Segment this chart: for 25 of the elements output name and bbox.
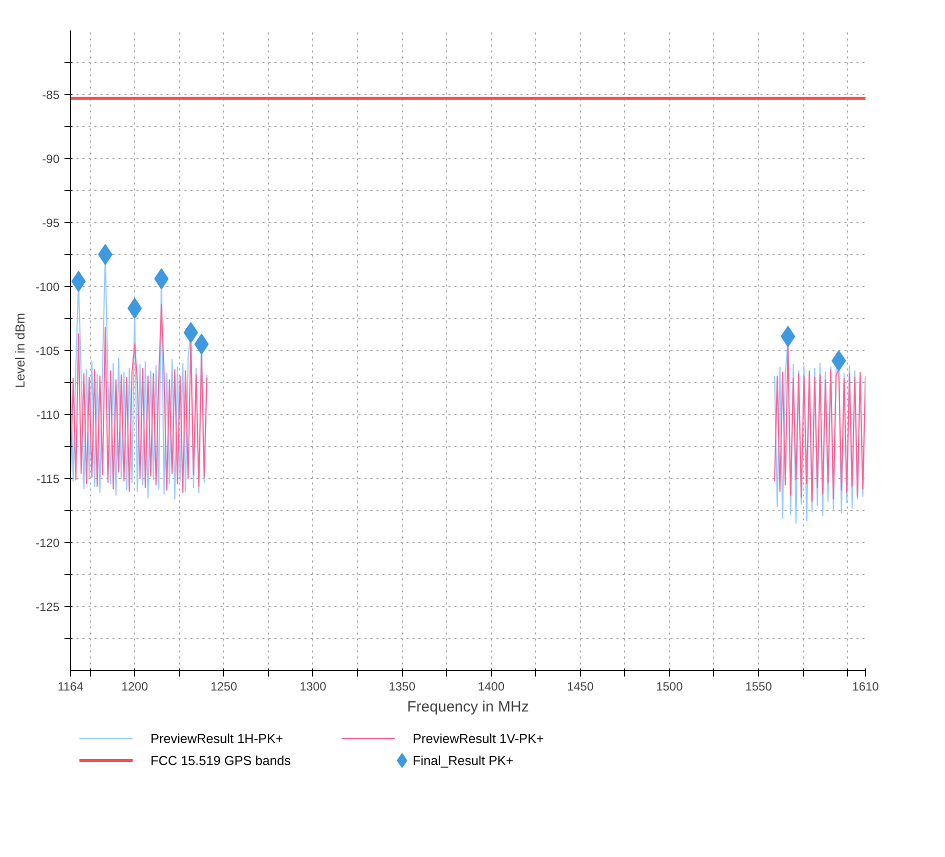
legend-label: Final_Result PK+ <box>412 753 514 768</box>
x-tick-label: 1300 <box>300 680 327 694</box>
y-tick-label: -120 <box>35 536 60 550</box>
x-tick-label: 1350 <box>388 680 416 694</box>
x-tick-label: 1550 <box>745 680 772 694</box>
y-tick-label: -85 <box>42 88 60 102</box>
y-tick-label: -95 <box>42 216 60 230</box>
legend-label: PreviewResult 1V-PK+ <box>412 731 544 746</box>
legend-label: FCC 15.519 GPS bands <box>150 753 292 768</box>
x-tick-label: 1400 <box>478 680 505 694</box>
y-tick-label: -115 <box>36 472 60 486</box>
y-axis-title: Level in dBm <box>12 312 28 388</box>
x-tick-label: 1250 <box>210 680 238 694</box>
x-tick-label: 1164 <box>58 680 84 694</box>
x-tick-label: 1500 <box>656 680 684 694</box>
x-axis-title: Frequency in MHz <box>407 698 529 716</box>
x-tick-label: 1200 <box>121 680 148 694</box>
legend-label: PreviewResult 1H-PK+ <box>150 731 284 746</box>
x-tick-label: 1450 <box>566 680 594 694</box>
y-tick-label: -110 <box>36 408 60 422</box>
y-tick-label: -90 <box>42 152 60 166</box>
y-tick-label: -125 <box>35 600 60 614</box>
x-tick-label: 1610 <box>852 680 880 694</box>
y-tick-label: -105 <box>35 344 60 358</box>
y-tick-label: -100 <box>35 280 60 294</box>
